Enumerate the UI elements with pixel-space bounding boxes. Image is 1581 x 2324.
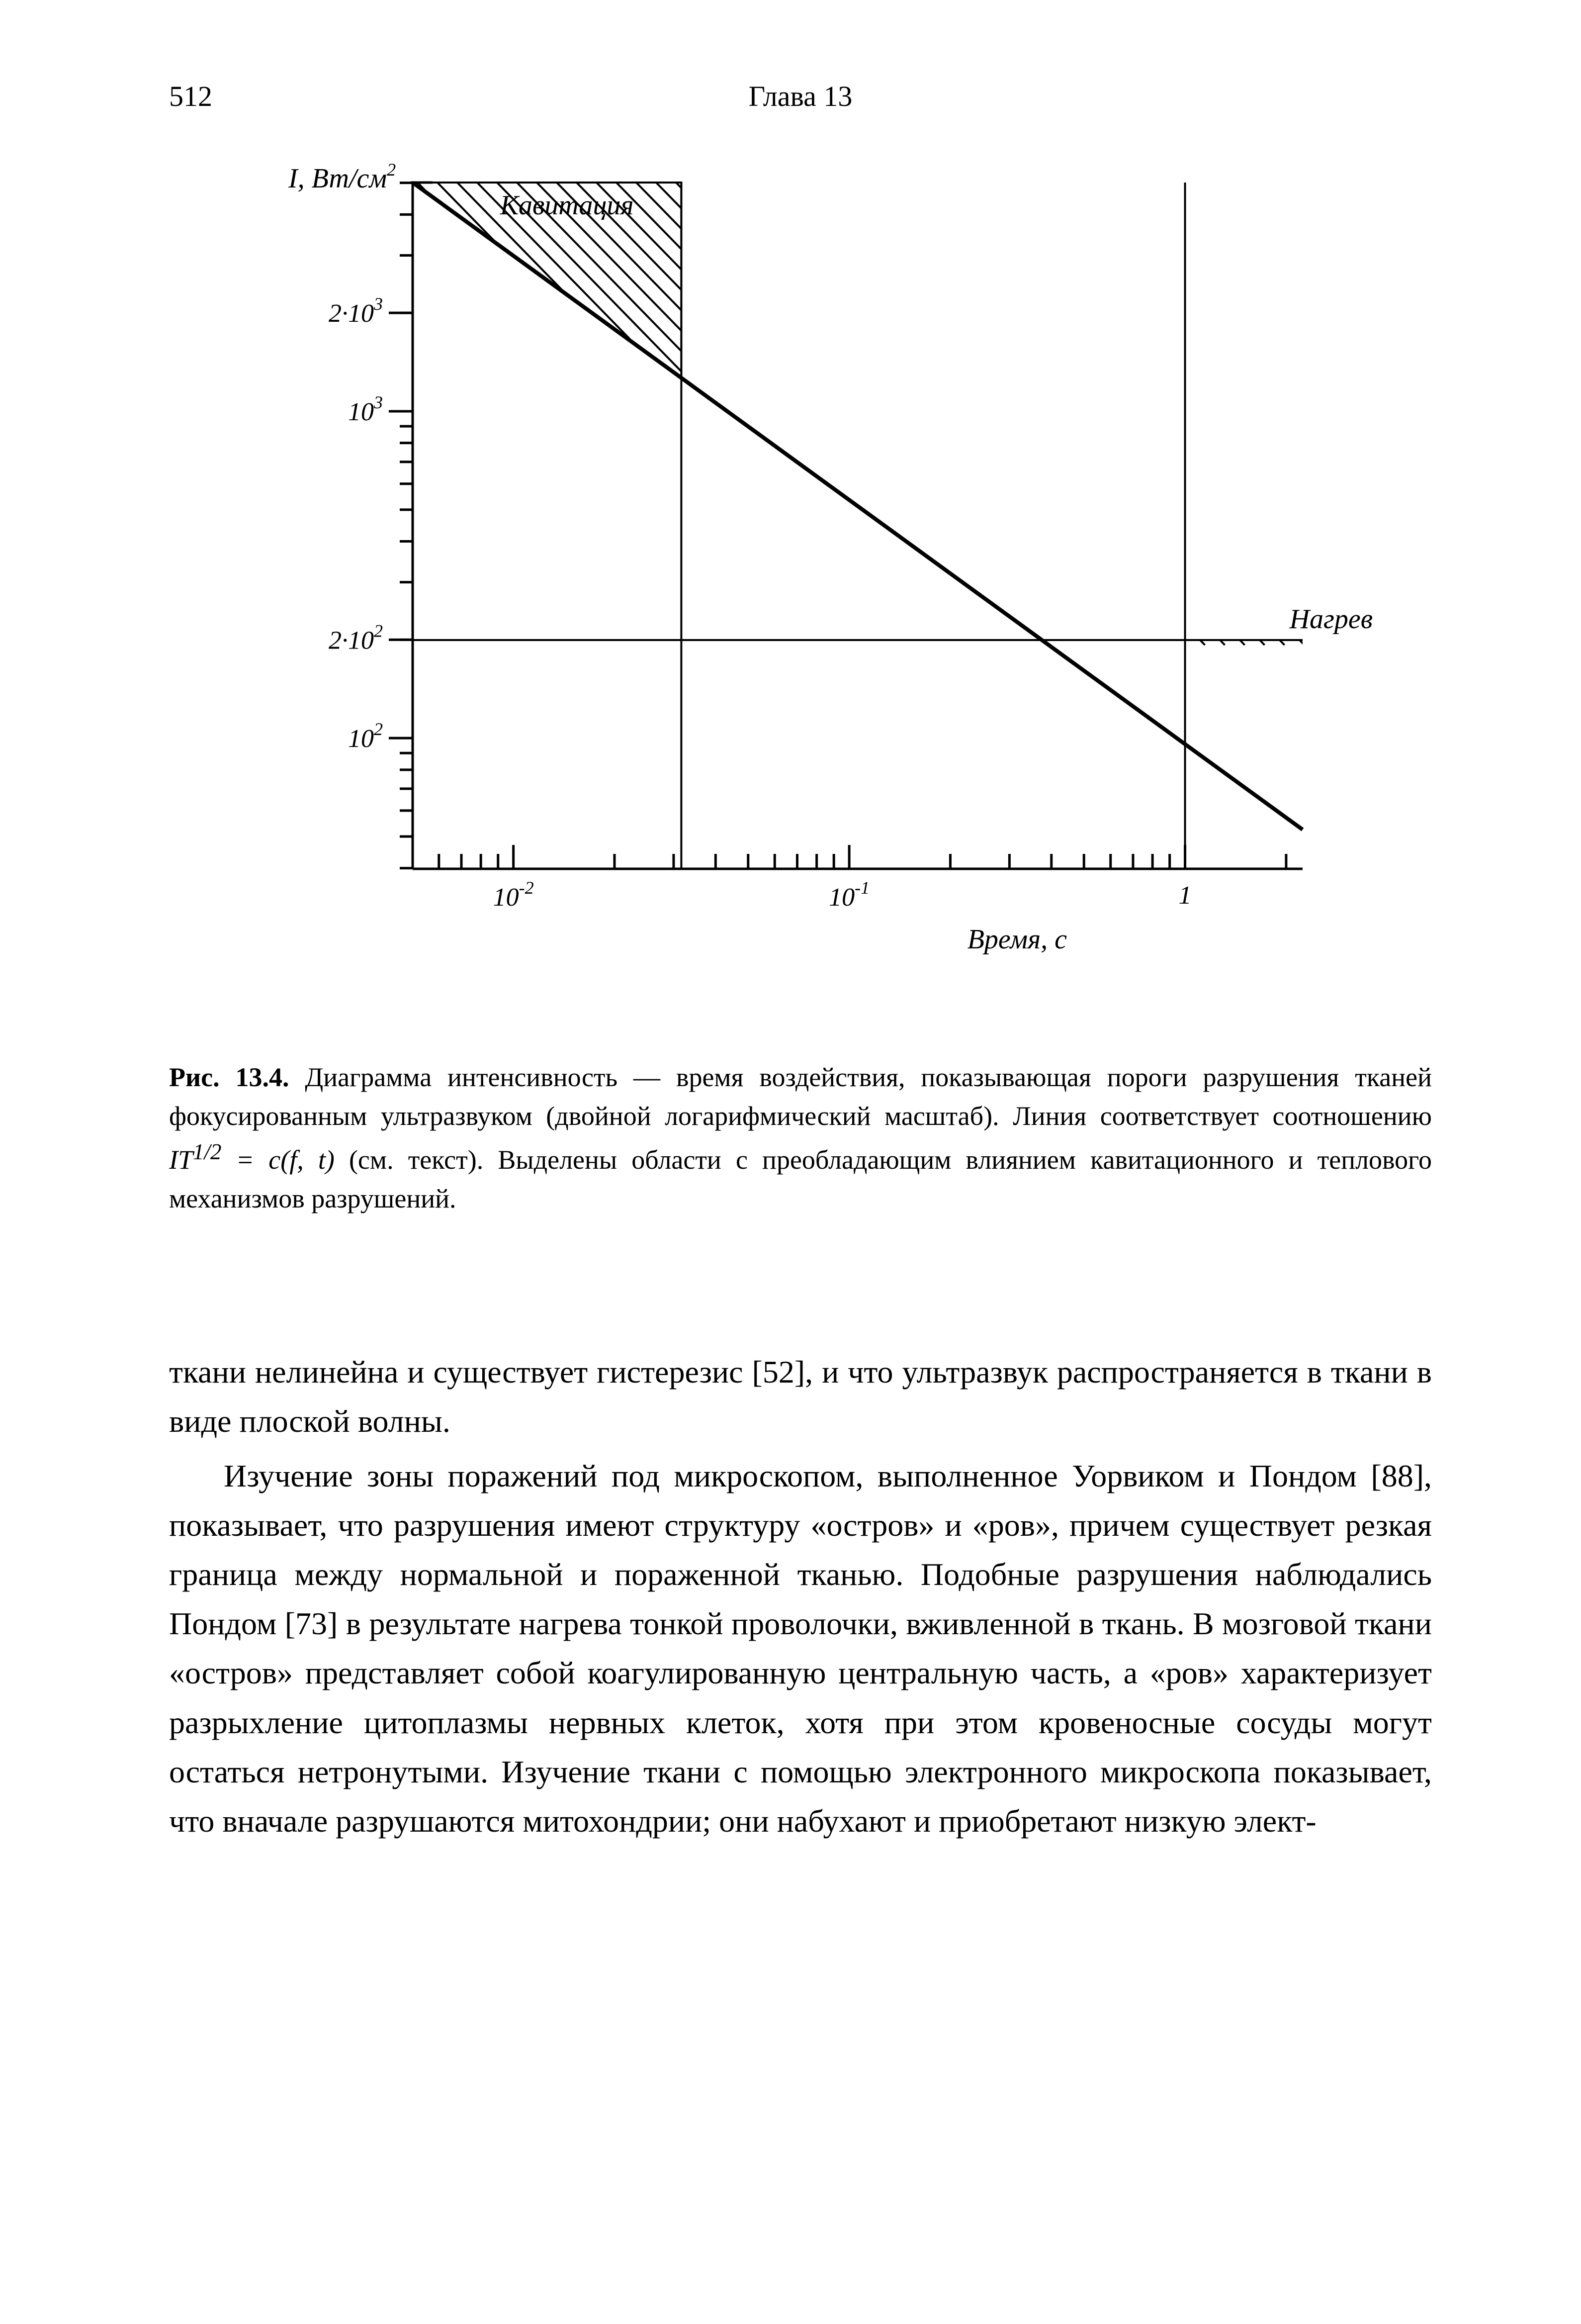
page-header: 512 Глава 13 000 <box>169 80 1432 113</box>
chapter-label: Глава 13 <box>749 80 853 113</box>
svg-text:10-1: 10-1 <box>829 878 870 912</box>
paragraph-2: Изучение зоны поражений под микроскопом,… <box>169 1451 1432 1846</box>
chart-svg: Кавитация Нагрев 2·103 103 2·102 102 10-2 10-1 1… <box>184 143 1417 998</box>
svg-text:103: 103 <box>348 392 383 426</box>
page-number: 512 <box>169 80 212 113</box>
caption-label: Рис. 13.4. <box>169 1062 289 1092</box>
caption-text-b: (см. текст). Выделены области с преоблад… <box>169 1145 1432 1213</box>
svg-text:1: 1 <box>1179 881 1192 910</box>
x-axis-label: Время, с <box>967 924 1067 955</box>
y-axis-label: I, Вт/см2 <box>288 160 396 194</box>
caption-text-a: Диаграмма интенсивность — время воздейст… <box>169 1062 1432 1131</box>
heating-label: Нагрев <box>1289 604 1373 635</box>
page: 512 Глава 13 000 Кавитация Нагрев 2·103 103… <box>0 0 1581 2324</box>
heating-region: Нагрев <box>937 491 1417 645</box>
paragraph-1: ткани нелинейна и существует гистерезис … <box>169 1347 1432 1446</box>
figure-caption: Рис. 13.4. Диаграмма интенсивность — вре… <box>169 1058 1432 1218</box>
cavitation-label: Кавитация <box>500 190 634 221</box>
figure: Кавитация Нагрев 2·103 103 2·102 102 10-2 10-1 1… <box>184 143 1417 998</box>
svg-text:10-2: 10-2 <box>493 878 534 912</box>
svg-text:2·103: 2·103 <box>329 294 383 328</box>
svg-text:102: 102 <box>348 719 383 753</box>
cavitation-region: Кавитация <box>184 178 989 381</box>
body-text: ткани нелинейна и существует гистерезис … <box>169 1347 1432 1846</box>
svg-text:2·102: 2·102 <box>329 621 383 654</box>
caption-formula: IT1/2 = c(f, t) <box>169 1145 335 1175</box>
